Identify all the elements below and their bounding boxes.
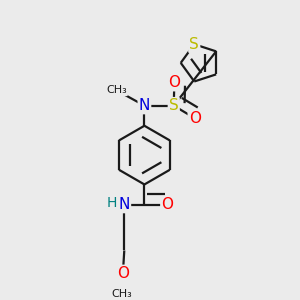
Text: CH₃: CH₃	[106, 85, 127, 95]
Text: O: O	[168, 75, 180, 90]
Text: O: O	[161, 197, 173, 212]
Text: H: H	[106, 196, 117, 211]
Text: CH₃: CH₃	[111, 289, 132, 299]
Text: N: N	[118, 197, 130, 212]
Text: O: O	[117, 266, 129, 281]
Text: S: S	[189, 37, 199, 52]
Text: N: N	[139, 98, 150, 113]
Text: O: O	[189, 111, 201, 126]
Text: S: S	[169, 98, 178, 113]
